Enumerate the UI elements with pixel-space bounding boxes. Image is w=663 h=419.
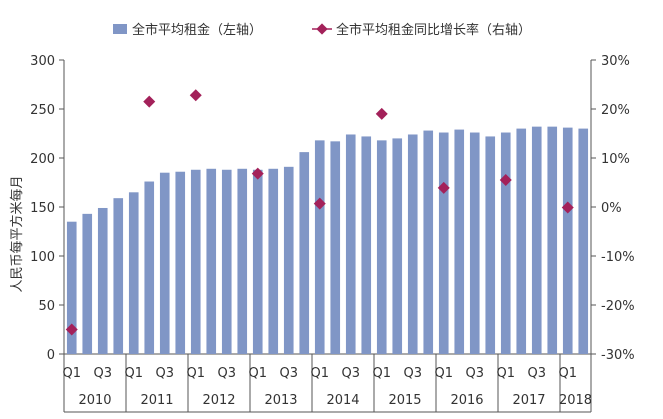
growth-point	[499, 174, 512, 187]
x-tick-label: Q3	[279, 366, 298, 381]
y2-tick-label: 10%	[601, 152, 630, 167]
bar	[516, 128, 527, 354]
bar	[159, 172, 170, 354]
bar	[423, 130, 434, 354]
bar	[407, 134, 418, 354]
x-tick-label: Q3	[217, 366, 236, 381]
bar	[330, 141, 341, 354]
bar	[237, 168, 248, 354]
x-tick-label: Q3	[465, 366, 484, 381]
x-tick-label: Q1	[310, 366, 329, 381]
legend: 全市平均租金（左轴） 全市平均租金同比增长率（右轴）	[113, 22, 531, 38]
growth-point	[65, 323, 78, 336]
year-label: 2016	[450, 393, 483, 408]
bar	[82, 213, 93, 354]
y-tick-label: 100	[30, 250, 55, 265]
year-label: 2014	[326, 393, 359, 408]
legend-marker-swatch	[316, 23, 328, 35]
growth-point	[251, 167, 264, 180]
x-tick-label: Q3	[341, 366, 360, 381]
y-tick-label: 250	[30, 103, 55, 118]
y2-tick-label: 0%	[601, 201, 622, 216]
y2-tick-label: 30%	[601, 54, 630, 69]
y2-tick-label: -30%	[601, 348, 635, 363]
growth-point	[561, 201, 574, 214]
bar	[500, 132, 511, 354]
growth-point	[189, 89, 202, 102]
growth-point	[313, 197, 326, 210]
y-tick-label: 300	[30, 54, 55, 69]
bar	[206, 168, 217, 354]
x-tick-label: Q1	[558, 366, 577, 381]
y-tick-label: 150	[30, 201, 55, 216]
bar	[562, 127, 573, 355]
y2-tick-label: -10%	[601, 250, 635, 265]
bar	[283, 166, 294, 354]
growth-point	[143, 95, 156, 108]
x-tick-label: Q1	[434, 366, 453, 381]
bar	[221, 169, 232, 354]
legend-bar-label: 全市平均租金（左轴）	[132, 22, 262, 38]
bar	[376, 140, 387, 354]
y2-tick-label: 20%	[601, 103, 630, 118]
bar	[128, 192, 139, 354]
x-tick-label: Q1	[124, 366, 143, 381]
year-label: 2017	[512, 393, 545, 408]
bar	[66, 221, 77, 354]
growth-point	[375, 107, 388, 120]
bar	[547, 126, 558, 354]
x-tick-label: Q1	[248, 366, 267, 381]
bar	[438, 132, 449, 354]
bar	[175, 171, 186, 354]
y-tick-label: 200	[30, 152, 55, 167]
bar	[299, 152, 310, 354]
x-tick-label: Q1	[496, 366, 515, 381]
axes	[59, 59, 596, 413]
bar	[345, 134, 356, 354]
bar	[392, 138, 403, 354]
bar	[454, 129, 465, 354]
year-label: 2010	[78, 393, 111, 408]
bar	[531, 126, 542, 354]
year-label: 2012	[202, 393, 235, 408]
bar	[268, 168, 279, 354]
bar	[485, 136, 496, 354]
y-axis-label: 人民币每平方米每月	[9, 175, 25, 292]
y-tick-label: 0	[47, 348, 55, 363]
bar	[314, 140, 325, 354]
year-label: 2015	[388, 393, 421, 408]
legend-bar-swatch	[113, 24, 127, 34]
x-tick-label: Q3	[93, 366, 112, 381]
bars	[66, 126, 589, 355]
x-tick-label: Q3	[527, 366, 546, 381]
y-tick-label: 50	[38, 299, 55, 314]
year-label: 2013	[264, 393, 297, 408]
growth-markers	[65, 89, 574, 336]
legend-line-label: 全市平均租金同比增长率（右轴）	[336, 22, 531, 38]
x-tick-label: Q1	[62, 366, 81, 381]
x-tick-label: Q3	[403, 366, 422, 381]
x-tick-label: Q1	[186, 366, 205, 381]
bar	[113, 198, 124, 354]
bar	[252, 169, 263, 354]
bar	[144, 181, 155, 354]
bar	[97, 207, 108, 354]
y2-tick-label: -20%	[601, 299, 635, 314]
bar	[578, 128, 589, 354]
x-tick-label: Q3	[155, 366, 174, 381]
bar	[190, 169, 201, 354]
year-label: 2011	[140, 393, 173, 408]
tick-labels: 0 50 100 150 200 250 300 -30% -20% -10% 0% 10% 20% 30…	[30, 54, 634, 408]
growth-point	[437, 181, 450, 194]
x-tick-label: Q1	[372, 366, 391, 381]
bar	[361, 136, 372, 354]
year-label: 2018	[559, 393, 592, 408]
bar	[469, 132, 480, 354]
